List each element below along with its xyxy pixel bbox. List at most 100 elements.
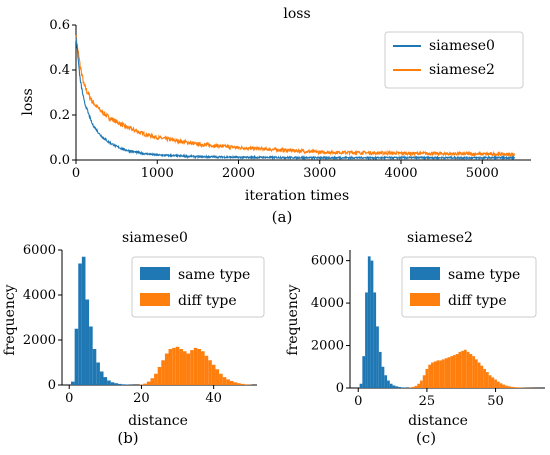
siamese0-hist-bar-diff-type bbox=[229, 380, 234, 385]
siamese0-hist-legend-swatch bbox=[140, 293, 170, 306]
siamese0-hist-bar-same-type bbox=[103, 377, 108, 386]
caption-b: (b) bbox=[117, 429, 138, 447]
siamese2-hist-bar-same-type bbox=[362, 356, 366, 388]
siamese2-hist-bar-diff-type bbox=[458, 351, 462, 388]
siamese2-hist-bar-same-type bbox=[365, 292, 368, 388]
siamese0-hist-bar-diff-type bbox=[150, 378, 155, 385]
siamese0-hist-bar-diff-type bbox=[193, 347, 198, 386]
siamese0-hist-bar-same-type bbox=[117, 383, 122, 386]
loss-x-tick-label: 2000 bbox=[222, 166, 255, 181]
siamese0-hist-bar-diff-type bbox=[175, 346, 180, 385]
siamese0-hist-bar-diff-type bbox=[240, 383, 245, 386]
siamese0-hist-bar-diff-type bbox=[226, 379, 230, 386]
loss-y-tick-label: 0.6 bbox=[49, 18, 70, 33]
loss-x-tick-label: 5000 bbox=[466, 166, 499, 181]
caption-a: (a) bbox=[272, 208, 293, 226]
siamese2-hist-bar-same-type bbox=[389, 383, 393, 388]
siamese2-hist-bar-diff-type bbox=[502, 384, 506, 388]
siamese0-hist-bar-same-type bbox=[99, 371, 104, 385]
loss-y-tick-label: 0.4 bbox=[49, 63, 70, 78]
siamese2-hist-bar-same-type bbox=[400, 387, 404, 388]
siamese0-hist-xlabel: distance bbox=[128, 413, 188, 429]
siamese0-hist-legend-swatch bbox=[140, 267, 170, 280]
siamese0-hist-x-tick-label: 40 bbox=[205, 391, 222, 406]
series-line-siamese2 bbox=[75, 35, 516, 158]
siamese2-hist-bar-diff-type bbox=[474, 359, 478, 388]
siamese2-hist-xlabel: distance bbox=[408, 413, 468, 429]
siamese0-hist-y-tick-label: 4000 bbox=[23, 288, 56, 303]
siamese2-hist-bar-diff-type bbox=[491, 377, 495, 388]
siamese0-hist-bar-same-type bbox=[92, 349, 97, 385]
siamese2-hist-bar-same-type bbox=[384, 375, 388, 388]
siamese0-hist-bar-diff-type bbox=[244, 384, 248, 385]
siamese2-hist-bar-diff-type bbox=[417, 383, 421, 388]
siamese2-hist-bar-diff-type bbox=[472, 356, 475, 388]
siamese0-hist-ylabel: frequency bbox=[2, 284, 18, 355]
siamese0-hist-bar-same-type bbox=[81, 256, 86, 385]
siamese2-hist-bar-same-type bbox=[395, 386, 399, 388]
siamese2-hist-y-tick-label: 4000 bbox=[311, 296, 344, 311]
siamese2-hist-bar-diff-type bbox=[494, 379, 497, 388]
siamese2-hist-bar-same-type bbox=[398, 386, 401, 388]
siamese0-hist-x-tick-label: 20 bbox=[133, 391, 150, 406]
siamese2-hist-bar-same-type bbox=[373, 292, 377, 388]
siamese2-histogram: siamese2 frequency distance (c) 0 25 50 0 20… bbox=[285, 230, 545, 447]
siamese2-hist-x-tick-label: 50 bbox=[487, 394, 504, 409]
siamese0-hist-bar-same-type bbox=[107, 380, 111, 385]
siamese2-hist-bar-diff-type bbox=[505, 385, 508, 388]
siamese0-hist-bar-diff-type bbox=[222, 377, 227, 386]
siamese0-hist-bar-diff-type bbox=[172, 347, 176, 386]
siamese2-hist-bar-diff-type bbox=[485, 372, 489, 388]
siamese0-hist-title: siamese0 bbox=[122, 230, 188, 246]
siamese0-hist-bar-diff-type bbox=[146, 381, 151, 386]
siamese2-hist-bar-diff-type bbox=[455, 354, 459, 388]
siamese0-hist-bar-diff-type bbox=[179, 349, 183, 385]
siamese0-hist-bar-diff-type bbox=[211, 364, 216, 385]
siamese0-hist-y-tick-label: 2000 bbox=[23, 333, 56, 348]
siamese2-hist-bar-same-type bbox=[378, 351, 382, 388]
loss-x-tick-label: 4000 bbox=[384, 166, 417, 181]
series-line-siamese0 bbox=[75, 36, 516, 161]
siamese2-hist-bar-diff-type bbox=[414, 385, 418, 388]
siamese2-hist-legend-label: same type bbox=[448, 267, 520, 283]
siamese0-hist-x-tick-label: 0 bbox=[65, 391, 73, 406]
siamese0-hist-bar-diff-type bbox=[197, 349, 202, 385]
siamese0-hist-legend-label: diff type bbox=[178, 293, 237, 309]
siamese2-hist-bar-diff-type bbox=[463, 349, 467, 388]
siamese0-hist-bar-same-type bbox=[71, 381, 75, 386]
loss-y-tick-label: 0.0 bbox=[49, 153, 70, 168]
siamese0-hist-bar-same-type bbox=[96, 362, 100, 385]
siamese2-hist-bar-diff-type bbox=[444, 358, 448, 388]
siamese0-hist-bar-diff-type bbox=[168, 349, 173, 385]
siamese2-hist-bar-diff-type bbox=[436, 360, 440, 388]
siamese0-hist-bar-diff-type bbox=[157, 367, 162, 385]
siamese2-hist-bar-diff-type bbox=[496, 381, 500, 388]
siamese2-hist-bar-diff-type bbox=[447, 357, 451, 388]
siamese2-hist-bar-diff-type bbox=[411, 386, 415, 388]
siamese2-hist-bar-same-type bbox=[359, 383, 363, 388]
siamese2-hist-y-tick-label: 2000 bbox=[311, 339, 344, 354]
siamese2-hist-bar-diff-type bbox=[442, 359, 445, 388]
loss-chart: loss loss iteration times (a) 0 1000 2000 3… bbox=[20, 6, 531, 226]
siamese2-hist-bar-diff-type bbox=[499, 383, 503, 388]
siamese0-hist-bar-diff-type bbox=[201, 351, 205, 385]
siamese2-hist-y-tick-label: 6000 bbox=[311, 254, 344, 269]
siamese0-hist-bar-same-type bbox=[85, 299, 90, 385]
siamese2-hist-bar-diff-type bbox=[516, 387, 519, 388]
siamese0-hist-bar-diff-type bbox=[154, 373, 158, 385]
siamese2-hist-bar-diff-type bbox=[431, 362, 434, 388]
siamese0-hist-bar-diff-type bbox=[164, 353, 169, 385]
siamese0-hist-bar-diff-type bbox=[219, 373, 223, 385]
siamese0-hist-bar-diff-type bbox=[190, 350, 194, 386]
siamese2-hist-bar-diff-type bbox=[439, 360, 443, 388]
loss-chart-xlabel: iteration times bbox=[245, 188, 349, 204]
siamese2-hist-title: siamese2 bbox=[407, 230, 473, 246]
siamese2-hist-bar-diff-type bbox=[510, 386, 514, 388]
siamese2-hist-bar-diff-type bbox=[513, 387, 517, 388]
siamese2-hist-bar-diff-type bbox=[469, 354, 473, 388]
siamese0-hist-bar-same-type bbox=[110, 382, 115, 385]
siamese2-hist-bar-diff-type bbox=[477, 362, 481, 388]
siamese0-hist-bar-diff-type bbox=[182, 351, 187, 385]
siamese0-hist-bar-diff-type bbox=[186, 353, 191, 385]
siamese0-hist-bar-same-type bbox=[114, 383, 118, 385]
